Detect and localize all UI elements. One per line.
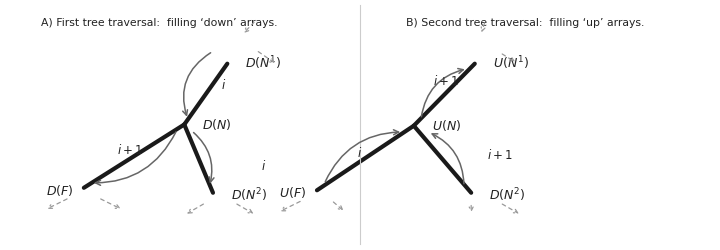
Text: $U(F)$: $U(F)$ bbox=[279, 184, 306, 199]
Text: $D(N^2)$: $D(N^2)$ bbox=[231, 186, 267, 203]
Text: $D(N)$: $D(N)$ bbox=[202, 116, 232, 131]
Text: $D(N^1)$: $D(N^1)$ bbox=[246, 54, 282, 72]
Text: $i$: $i$ bbox=[261, 159, 266, 173]
Text: A) First tree traversal:  filling ‘down’ arrays.: A) First tree traversal: filling ‘down’ … bbox=[41, 18, 277, 28]
Text: $U(N^1)$: $U(N^1)$ bbox=[492, 54, 528, 72]
Text: $D(N^2)$: $D(N^2)$ bbox=[489, 186, 526, 203]
Text: $i+1$: $i+1$ bbox=[433, 74, 459, 88]
Text: $i+1$: $i+1$ bbox=[487, 148, 513, 162]
Text: $U(N)$: $U(N)$ bbox=[432, 118, 461, 132]
Text: $i+1$: $i+1$ bbox=[117, 143, 143, 157]
Text: $i$: $i$ bbox=[221, 77, 226, 91]
Text: $D(F)$: $D(F)$ bbox=[45, 182, 73, 197]
Text: $i$: $i$ bbox=[357, 145, 363, 159]
Text: B) Second tree traversal:  filling ‘up’ arrays.: B) Second tree traversal: filling ‘up’ a… bbox=[406, 18, 644, 28]
